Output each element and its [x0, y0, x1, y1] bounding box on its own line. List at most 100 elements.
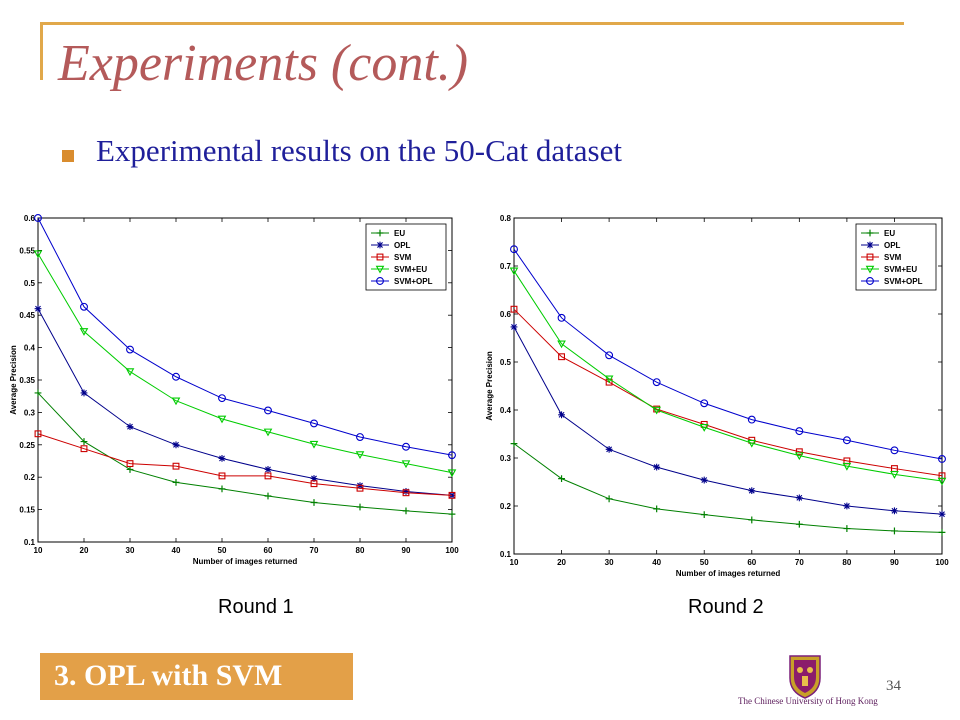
data-point [510, 440, 518, 447]
page-number: 34 [886, 678, 901, 694]
series-line [37, 217, 453, 456]
y-tick-label: 0.5 [24, 279, 36, 288]
series-line [37, 308, 453, 496]
title-frame-top-line [40, 22, 904, 25]
x-axis-label: Number of images returned [676, 569, 781, 578]
data-point [218, 455, 226, 462]
data-point [557, 313, 566, 322]
data-point [264, 492, 272, 500]
data-point [557, 340, 566, 349]
data-point [605, 445, 613, 453]
data-point [510, 323, 518, 331]
series-eu [510, 440, 946, 536]
data-point [510, 305, 518, 313]
y-tick-label: 0.35 [19, 376, 35, 385]
y-tick-label: 0.5 [500, 358, 512, 367]
x-tick-label: 70 [795, 558, 804, 567]
data-point [558, 353, 565, 361]
data-point [356, 484, 364, 492]
slide-title: Experiments (cont.) [58, 35, 469, 92]
data-point [842, 462, 852, 471]
x-tick-label: 60 [747, 558, 756, 567]
x-tick-label: 90 [402, 546, 411, 555]
data-point [310, 499, 318, 506]
y-axis-label: Average Precision [9, 345, 18, 415]
data-point [448, 491, 456, 499]
data-point [890, 446, 899, 455]
legend-swatch-marker [865, 265, 875, 274]
y-tick-label: 0.2 [500, 502, 512, 511]
y-tick-label: 0.55 [19, 246, 35, 255]
chart-round-2-svg: 10 20 30 40 50 60 70 80 90 100 0.1 0.2 0.3 0.4 0.5 0.6 0… [485, 214, 949, 578]
university-logo: The Chinese University of Hong Kong [738, 652, 878, 706]
x-tick-label: 80 [356, 546, 365, 555]
legend-label: SVM+OPL [394, 277, 433, 286]
y-tick-label: 0.8 [500, 214, 512, 223]
series-svm-plus-opl [510, 245, 946, 463]
x-tick-label: 30 [605, 558, 614, 567]
plot-frame [513, 217, 943, 555]
data-point [34, 430, 42, 438]
legend-swatch-marker [866, 241, 874, 249]
chart-round-1: 10 20 30 40 50 60 70 80 90 100 0.1 0.15 0.2 0.25 0.3 0.… [0, 210, 470, 585]
data-point [79, 328, 89, 336]
legend-label: SVM+OPL [884, 277, 923, 286]
y-tick-label: 0.1 [500, 550, 512, 559]
data-point [310, 480, 318, 488]
data-point [80, 438, 88, 445]
data-point [218, 472, 226, 480]
legend-swatch-marker [866, 277, 874, 285]
x-tick-label: 100 [445, 546, 459, 555]
series-eu [34, 389, 456, 518]
data-point [795, 520, 803, 528]
x-tick-label: 50 [218, 546, 227, 555]
data-point [937, 477, 947, 486]
legend-swatch-marker [376, 277, 384, 285]
series-line [513, 248, 943, 460]
x-tick-label: 100 [935, 558, 949, 567]
x-tick-label: 60 [264, 546, 273, 555]
y-tick-label: 0.7 [500, 262, 512, 271]
data-point [794, 452, 804, 461]
series-line [513, 270, 943, 482]
data-point [891, 507, 898, 515]
data-point [217, 415, 227, 424]
data-point [80, 445, 88, 453]
data-point [264, 406, 272, 415]
crest-icon [789, 655, 821, 699]
data-point [795, 427, 804, 436]
data-point [891, 527, 898, 535]
data-point [653, 463, 661, 471]
x-tick-label: 30 [126, 546, 135, 555]
legend-swatch-marker [376, 229, 384, 237]
y-tick-label: 0.4 [500, 406, 512, 415]
legend-swatch-marker [866, 253, 874, 261]
y-axis-label: Average Precision [485, 351, 494, 421]
series-line [37, 433, 453, 496]
series-line [37, 253, 453, 474]
legend-label: EU [884, 229, 895, 238]
data-point [172, 478, 180, 486]
data-point [125, 368, 135, 377]
data-point [309, 440, 319, 449]
data-point [264, 472, 272, 480]
legend-label: SVM [394, 253, 412, 262]
data-point [510, 245, 518, 254]
data-point [355, 451, 365, 460]
x-tick-label: 20 [80, 546, 89, 555]
data-point [843, 525, 851, 532]
data-point [748, 487, 756, 495]
data-point [172, 441, 180, 449]
round-2-label: Round 2 [688, 596, 764, 618]
series-line [513, 443, 943, 533]
y-tick-label: 0.45 [19, 311, 35, 320]
x-tick-label: 80 [842, 558, 851, 567]
data-point [652, 406, 662, 415]
data-point [402, 489, 410, 497]
y-tick-label: 0.25 [19, 441, 35, 450]
legend-label: OPL [394, 241, 411, 250]
bullet-text: Experimental results on the 50-Cat datas… [96, 133, 622, 168]
data-point [747, 439, 757, 448]
bullet-square-icon [62, 150, 74, 162]
data-point [126, 466, 134, 473]
